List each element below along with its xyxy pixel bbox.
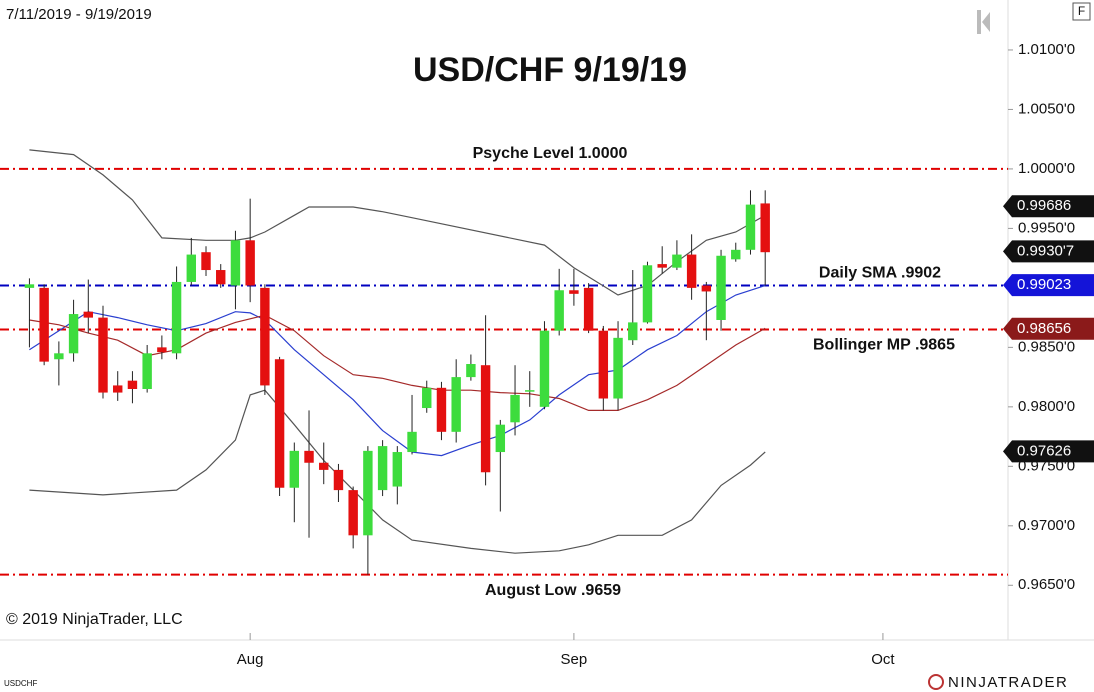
candle-body	[731, 249, 741, 260]
candle-body	[348, 490, 358, 536]
candle-body	[39, 287, 49, 362]
candle-body	[171, 281, 182, 354]
price-flag	[1003, 274, 1094, 297]
level-label: Psyche Level 1.0000	[473, 145, 628, 162]
candle-body	[127, 380, 138, 389]
candle-body	[230, 240, 241, 286]
level-label: Bollinger MP .9865	[813, 337, 955, 354]
candle-body	[274, 359, 285, 488]
candle-body	[657, 264, 667, 268]
y-tick-label: 1.0050'0	[1018, 100, 1075, 117]
level-label: August Low .9659	[485, 582, 621, 599]
price-flag	[1003, 195, 1094, 218]
candle-body	[628, 322, 638, 341]
candle-body	[422, 387, 432, 409]
candle-body	[83, 311, 94, 318]
candle-body	[363, 450, 373, 536]
chart-title: USD/CHF 9/19/19	[413, 51, 687, 89]
candle-body	[569, 290, 579, 294]
y-tick-label: 1.0000'0	[1018, 160, 1075, 177]
candle-body	[436, 387, 447, 432]
candle-body	[672, 254, 682, 268]
candle-body	[245, 240, 255, 286]
date-range: 7/11/2019 - 9/19/2019	[6, 6, 152, 23]
candle-body	[216, 270, 226, 285]
price-flag-label: 0.98656	[1017, 320, 1071, 337]
scroll-icon[interactable]	[982, 12, 990, 32]
indicator-line	[29, 314, 766, 411]
y-tick-label: 1.0100'0	[1018, 41, 1075, 58]
candle-body	[407, 431, 417, 453]
y-tick-label: 0.9650'0	[1018, 576, 1075, 593]
candle-body	[613, 337, 623, 399]
brand: NINJATRADER	[948, 674, 1068, 691]
candle-body	[480, 365, 491, 473]
y-tick-label: 0.9950'0	[1018, 219, 1075, 236]
candle-body	[495, 424, 506, 453]
y-tick-label: 0.9700'0	[1018, 517, 1075, 534]
price-flag	[1003, 440, 1094, 463]
candle-body	[377, 446, 388, 491]
price-flag	[1003, 317, 1094, 340]
candle-body	[54, 353, 64, 360]
x-tick-label: Sep	[561, 651, 588, 668]
candle-body	[539, 330, 550, 407]
brand-logo	[928, 674, 944, 690]
candle-body	[260, 287, 270, 386]
candle-body	[745, 204, 756, 250]
y-tick-label: 0.9850'0	[1018, 338, 1075, 355]
symbol: USDCHF	[4, 679, 37, 688]
candle-body	[68, 314, 79, 354]
candle-body	[701, 285, 712, 292]
indicator-line	[29, 284, 766, 457]
candle-body	[642, 265, 653, 323]
indicator-line	[29, 389, 766, 554]
x-tick-label: Oct	[871, 651, 895, 668]
candle-body	[392, 452, 403, 487]
candle-body	[554, 290, 564, 331]
candle-body	[142, 353, 152, 389]
candle-body	[157, 347, 167, 353]
candle-body	[289, 450, 300, 488]
y-tick-label: 0.9800'0	[1018, 398, 1075, 415]
price-flag-label: 0.9930'7	[1017, 242, 1074, 259]
panel-button[interactable]	[1072, 2, 1091, 21]
candle-body	[333, 469, 344, 491]
candle-body	[24, 284, 35, 288]
price-flag-label: 0.99686	[1017, 197, 1071, 214]
copyright: © 2019 NinjaTrader, LLC	[6, 611, 183, 628]
candle-body	[760, 203, 770, 253]
candle-body	[98, 317, 108, 393]
panel-button-label[interactable]: F	[1078, 4, 1085, 18]
candle-body	[525, 390, 535, 392]
candle-body	[451, 377, 461, 432]
scroll-icon[interactable]	[977, 10, 981, 34]
candle-body	[186, 254, 197, 282]
candle-body	[201, 252, 211, 271]
candle-body	[510, 394, 520, 423]
price-flag-label: 0.99023	[1017, 276, 1071, 293]
candle-body	[716, 255, 726, 320]
candle-body	[598, 330, 609, 399]
candle-body	[319, 462, 329, 470]
candle-body	[583, 287, 594, 331]
indicator-line	[29, 149, 766, 296]
price-flag-label: 0.97626	[1017, 442, 1071, 459]
x-tick-label: Aug	[237, 651, 264, 668]
price-flag	[1003, 240, 1094, 263]
candle-body	[113, 385, 123, 393]
candle-body	[466, 364, 476, 378]
candle-body	[304, 450, 314, 463]
candle-body	[686, 254, 697, 288]
level-label: Daily SMA .9902	[819, 265, 941, 282]
